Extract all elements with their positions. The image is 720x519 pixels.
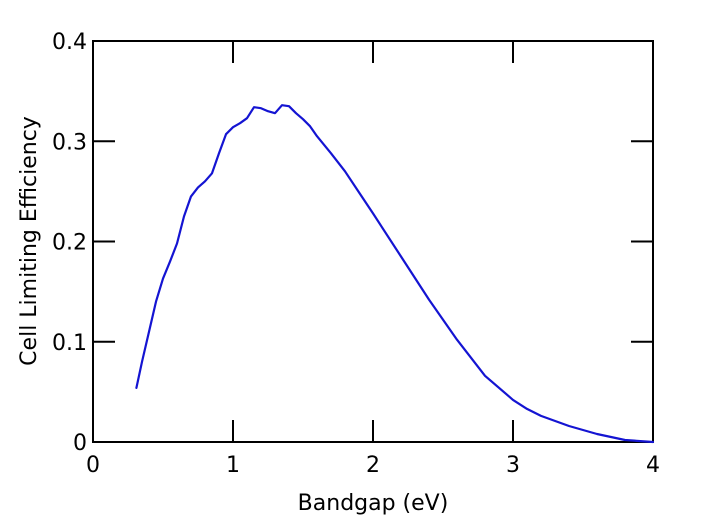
x-tick-label: 3	[506, 453, 520, 478]
x-axis-label: Bandgap (eV)	[298, 491, 449, 516]
y-tick-label: 0.2	[52, 231, 87, 256]
x-tick-label: 0	[86, 453, 100, 478]
y-axis-label: Cell Limiting Efficiency	[17, 116, 42, 366]
efficiency-series-line	[135, 104, 655, 444]
y-tick-label: 0.3	[52, 130, 87, 155]
y-tick-label: 0	[73, 431, 87, 456]
y-tick-label: 0.4	[52, 30, 87, 55]
axis-tick-labels: 0 1 2 3 4 0 0.1 0.2 0.3 0.4	[52, 30, 660, 478]
x-tick-label: 1	[226, 453, 240, 478]
x-tick-label: 2	[366, 453, 380, 478]
x-tick-label: 4	[646, 453, 660, 478]
y-tick-label: 0.1	[52, 331, 87, 356]
